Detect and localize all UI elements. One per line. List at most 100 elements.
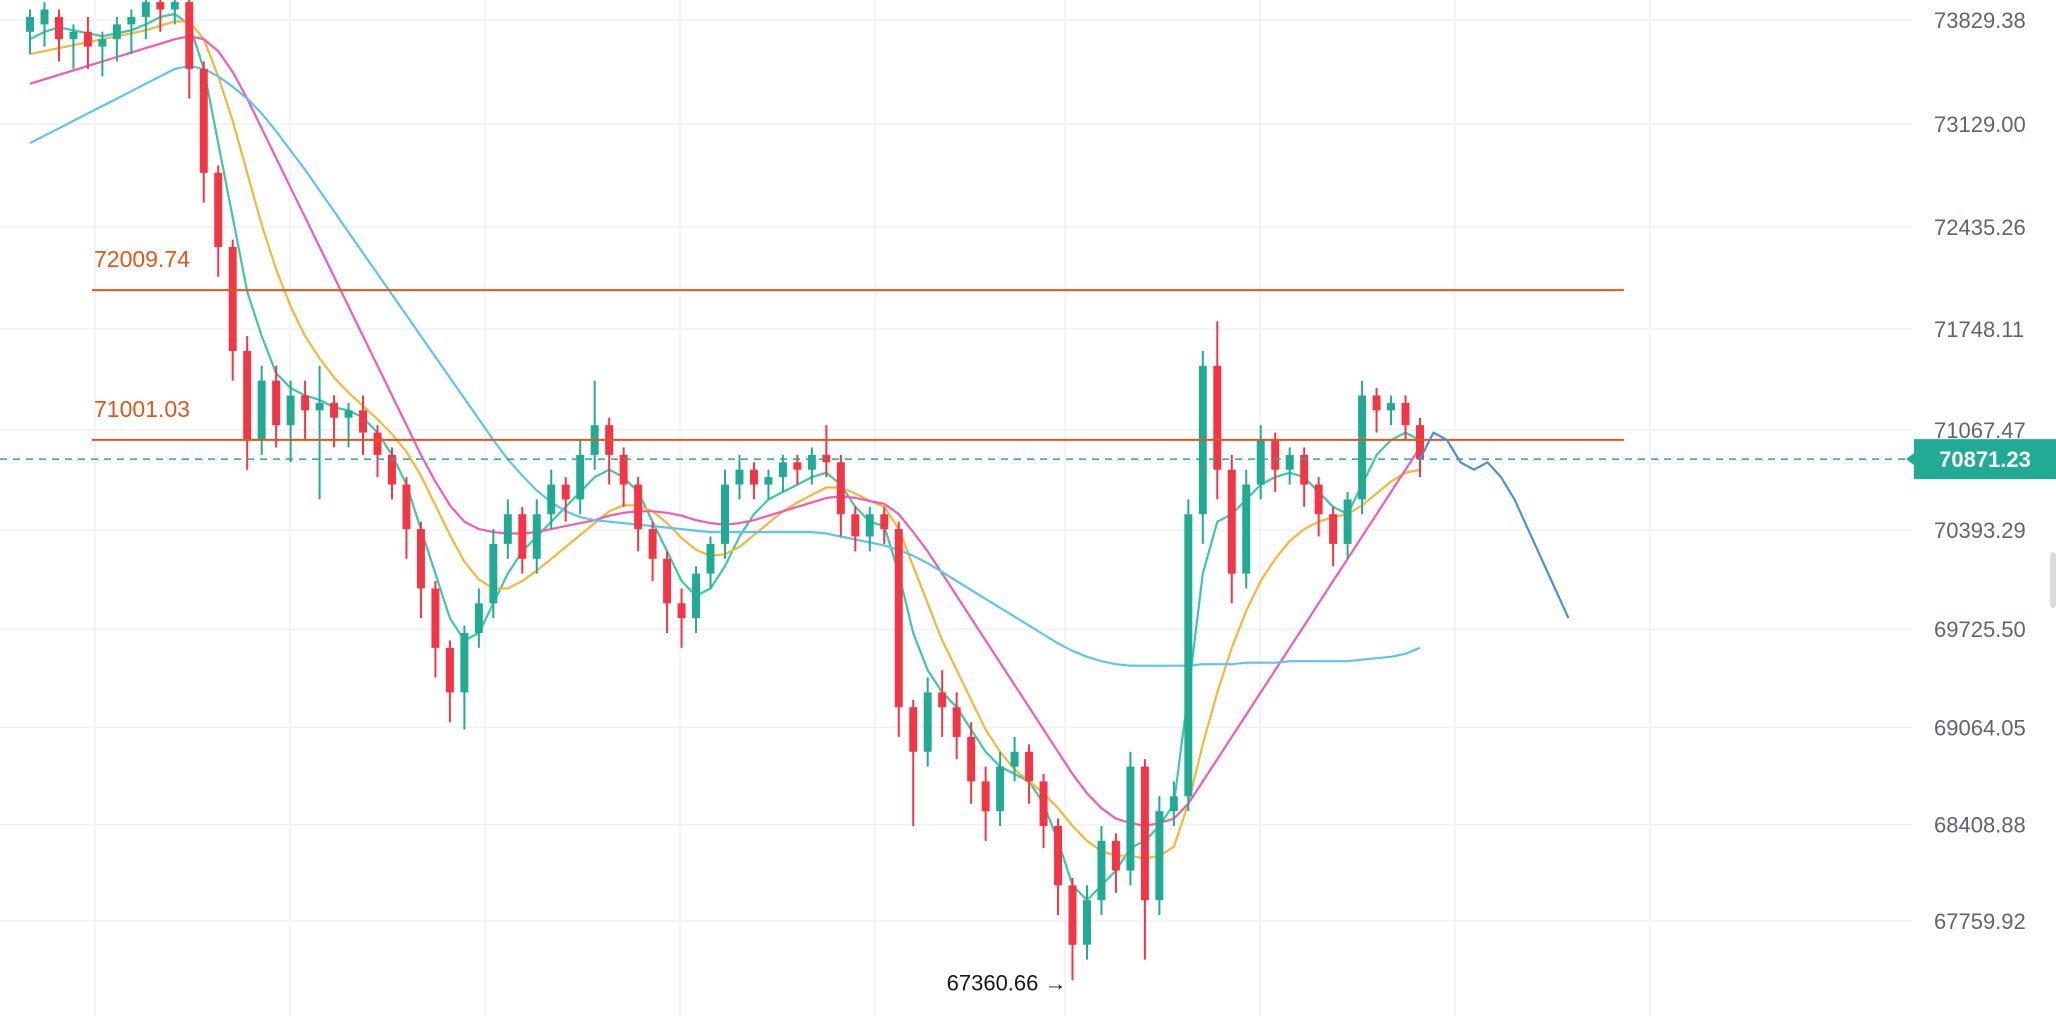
ma-line-3 <box>29 35 1421 828</box>
candle-body <box>764 477 773 485</box>
candle-body <box>112 24 121 40</box>
candle-body <box>402 484 411 530</box>
candle-body <box>1372 395 1381 411</box>
candle-body <box>1242 484 1251 574</box>
candle-body <box>1271 440 1280 470</box>
candle-body <box>503 514 512 544</box>
candle-body <box>474 603 483 633</box>
candle-body <box>127 16 136 25</box>
candle-body <box>185 2 194 69</box>
candle-body <box>54 16 63 40</box>
candle-body <box>721 484 729 544</box>
candle-body <box>272 380 281 426</box>
candle-body <box>1068 885 1077 945</box>
candle-body <box>199 68 208 173</box>
grid <box>0 0 1912 1016</box>
candle-body <box>69 31 78 40</box>
price-tick-label: 73829.38 <box>1934 8 2026 33</box>
candle-body <box>1401 402 1410 426</box>
candle-body <box>836 462 845 515</box>
candle-body <box>923 692 932 752</box>
candle-body <box>967 736 976 782</box>
candle-body <box>981 781 990 812</box>
candle-body <box>330 402 339 418</box>
candle-body <box>952 707 961 737</box>
candle-body <box>648 529 657 559</box>
candle-body <box>373 432 382 455</box>
current-price-tag-text: 70871.23 <box>1939 447 2031 472</box>
candle-body <box>170 2 179 10</box>
candle-body <box>214 172 223 248</box>
candle-body <box>460 632 469 693</box>
candle-body <box>1416 425 1424 460</box>
candle-body <box>1343 499 1352 544</box>
candle-body <box>706 543 715 574</box>
candle-body <box>1039 781 1048 826</box>
level-label-1: 72009.74 <box>94 246 190 272</box>
current-price-tag: 70871.23 <box>1906 439 2056 480</box>
projection-path <box>1419 431 1570 619</box>
price-axis[interactable]: 73829.38 73129.00 72435.26 71748.11 71067.47… <box>1934 8 2026 934</box>
price-tick-label: 72435.26 <box>1934 215 2026 240</box>
moving-averages <box>29 12 1421 902</box>
candle-body <box>1329 514 1338 544</box>
candle-body <box>1025 751 1034 782</box>
candle-body <box>692 573 701 619</box>
price-tick-label: 69725.50 <box>1934 617 2026 642</box>
candle-body <box>793 462 802 470</box>
candle-body <box>1213 365 1222 470</box>
candle-body <box>561 484 570 500</box>
candle-body <box>1184 514 1193 797</box>
current-price-tag-bg <box>1914 439 2056 480</box>
projection-line <box>1419 431 1570 619</box>
candle-body <box>445 647 454 693</box>
candle-body <box>26 16 34 32</box>
candle-body <box>1300 454 1309 485</box>
candle-body <box>1097 840 1106 901</box>
candle-body <box>257 380 266 441</box>
candle-body <box>156 2 165 10</box>
candle-body <box>663 558 672 604</box>
price-tick-label: 69064.05 <box>1934 715 2026 740</box>
candle-body <box>865 514 874 537</box>
candle-body <box>1111 840 1120 871</box>
candle-body <box>1256 440 1265 485</box>
candle-body <box>286 395 295 426</box>
current-price-tag-pointer <box>1906 453 1914 466</box>
candle-body <box>98 39 107 47</box>
price-tick-label: 67759.92 <box>1934 909 2026 934</box>
candle-body <box>1010 751 1019 767</box>
candle-body <box>996 766 1005 812</box>
candle-body <box>416 529 425 589</box>
candle-body <box>807 454 816 470</box>
candle-body <box>1155 811 1164 901</box>
candle-body <box>141 2 150 17</box>
candle-body <box>518 514 527 559</box>
candle-body <box>749 469 758 485</box>
candle-body <box>778 462 787 478</box>
candle-body <box>735 469 744 485</box>
candle-body <box>1126 766 1135 871</box>
level-label-2: 71001.03 <box>94 396 190 422</box>
candle-body <box>315 402 324 411</box>
candle-body <box>243 350 252 441</box>
candle-body <box>301 395 310 411</box>
price-tick-label: 71067.47 <box>1934 418 2026 443</box>
horizontal-levels[interactable]: 72009.74 71001.03 <box>0 246 1912 460</box>
candle-body <box>431 588 440 648</box>
candle-body <box>909 707 918 752</box>
candle-body <box>880 514 889 530</box>
candle-body <box>228 247 237 351</box>
price-tick-label: 73129.00 <box>1934 112 2026 137</box>
candle-body <box>489 543 498 604</box>
ma-line-4 <box>29 64 1421 667</box>
candle-body <box>387 454 396 485</box>
scroll-handle[interactable] <box>2050 552 2056 608</box>
candle-body <box>634 484 643 530</box>
candle-body <box>1082 900 1091 945</box>
candle-body <box>40 9 49 25</box>
candle-body <box>1387 402 1396 411</box>
low-marker: 67360.66 → <box>947 970 1067 995</box>
